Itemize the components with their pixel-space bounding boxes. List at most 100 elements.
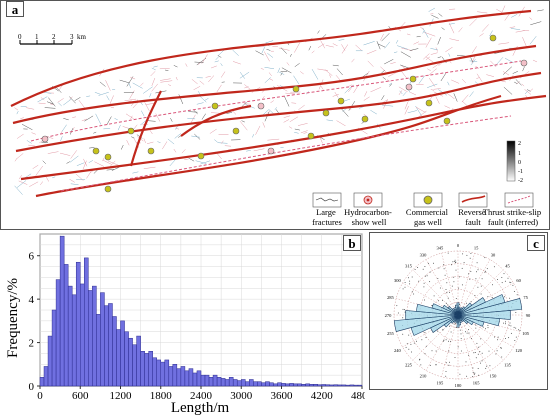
fracture-segment — [145, 102, 156, 105]
fracture-segment — [159, 78, 171, 81]
rose-point — [447, 252, 449, 254]
rose-point — [455, 326, 457, 328]
fracture-segment — [427, 68, 431, 72]
fracture-segment — [280, 72, 283, 76]
fracture-segment — [246, 150, 251, 152]
rose-point — [476, 271, 477, 273]
fracture-segment — [415, 106, 426, 113]
histogram-bar — [200, 374, 206, 387]
histogram-bar — [289, 383, 294, 387]
panel-c-label: c — [527, 235, 545, 251]
fault-line — [12, 44, 537, 125]
fracture-segment — [355, 44, 362, 51]
fracture-segment — [364, 91, 368, 97]
rose-point — [495, 353, 497, 355]
fracture-segment — [88, 160, 94, 163]
rose-point — [404, 286, 406, 288]
fracture-segment — [283, 115, 291, 118]
fracture-segment — [449, 38, 460, 42]
fracture-segment — [174, 133, 181, 139]
histogram-bar — [116, 329, 121, 387]
histogram-bar — [265, 381, 270, 387]
rose-azimuth-label: 60 — [516, 278, 521, 283]
histogram-bar — [67, 285, 73, 387]
histogram-bar — [212, 374, 218, 387]
fracture-segment — [438, 62, 442, 66]
x-tick-label: 1200 — [110, 390, 133, 402]
rose-point — [442, 299, 444, 301]
fracture-segment — [320, 40, 326, 49]
rose-point — [424, 299, 425, 301]
fracture-segment — [32, 164, 39, 169]
rose-point — [459, 373, 461, 375]
rose-azimuth-label: 15 — [474, 245, 479, 250]
rose-point — [465, 361, 467, 363]
wells — [41, 34, 528, 193]
x-tick-label: 0 — [37, 390, 43, 402]
fracture-segment — [300, 130, 308, 134]
rose-azimuth-label: 255 — [387, 331, 395, 336]
fracture-segment — [504, 57, 514, 64]
fracture-segment — [511, 14, 518, 18]
histogram-bar — [313, 384, 318, 387]
rose-point — [485, 270, 487, 272]
rose-point — [455, 269, 457, 271]
rose-point — [466, 375, 468, 377]
rose-point — [474, 372, 476, 374]
fracture-segment — [340, 108, 349, 117]
fracture-segment — [456, 54, 466, 57]
well-marker — [92, 147, 100, 155]
rose-point — [453, 276, 455, 278]
histogram-bar — [249, 379, 254, 387]
fracture-segment — [261, 90, 265, 93]
rose-azimuth-label: 315 — [405, 264, 413, 269]
fracture-segment — [98, 91, 109, 96]
rose-point — [424, 332, 426, 334]
scale-tick-2: 2 — [52, 33, 56, 41]
fracture-segment — [529, 88, 534, 92]
histogram-bar — [321, 384, 327, 387]
rose-point — [488, 350, 490, 352]
fracture-segment — [438, 13, 443, 17]
rose-point — [512, 284, 514, 286]
fracture-segment — [81, 118, 87, 122]
rose-point — [470, 338, 472, 340]
fracture-segment — [208, 75, 215, 83]
fracture-segment — [106, 116, 112, 125]
fracture-segment — [267, 53, 274, 58]
rose-point — [420, 364, 422, 366]
fracture-segment — [89, 147, 95, 149]
colorbar: 2 1 0 -1 -2 — [506, 140, 523, 184]
fracture-segment — [102, 159, 112, 165]
fracture-segment — [366, 49, 377, 55]
rose-point — [459, 276, 461, 278]
fracture-segment — [16, 110, 19, 115]
fracture-segment — [190, 114, 196, 125]
fracture-segment — [268, 109, 274, 114]
fracture-segment — [184, 158, 189, 160]
fracture-segment — [204, 98, 209, 101]
fracture-segment — [162, 141, 168, 150]
rose-point — [487, 327, 489, 329]
rose-point — [410, 343, 412, 345]
well-marker — [520, 59, 528, 67]
fracture-segment — [529, 36, 537, 45]
histogram-bar — [156, 359, 162, 387]
fracture-segment — [220, 71, 226, 78]
fracture-segment — [476, 73, 483, 82]
fracture-segment — [66, 161, 71, 164]
histogram-bar — [337, 384, 343, 387]
rose-point — [476, 342, 478, 344]
fracture-segment — [114, 118, 118, 121]
rose-point — [473, 352, 475, 354]
rose-point — [443, 339, 445, 341]
fracture-segment — [70, 150, 78, 159]
fracture-segment — [82, 160, 87, 170]
rose-point — [504, 296, 506, 298]
fracture-segment — [370, 86, 382, 93]
fracture-segment — [428, 68, 437, 76]
fracture-segment — [110, 106, 115, 109]
rose-point — [429, 271, 431, 273]
fault-line — [20, 94, 547, 181]
rose-point — [465, 331, 466, 333]
